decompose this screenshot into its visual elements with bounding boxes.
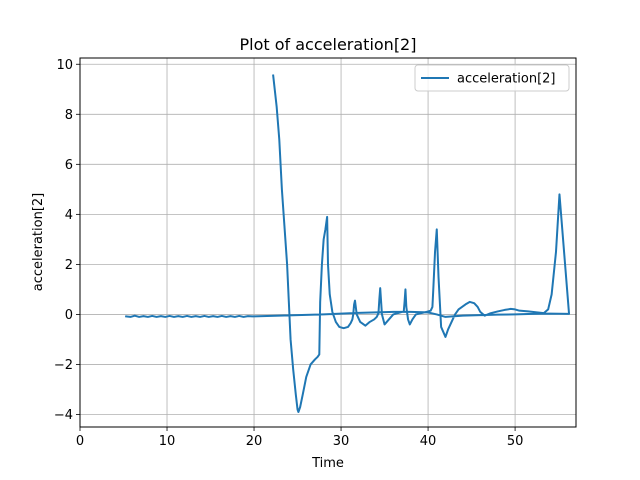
y-tick-label: −2: [54, 358, 73, 373]
grid: [79, 58, 576, 427]
plot-frame: [79, 57, 577, 428]
y-tick-label: 2: [65, 258, 73, 273]
x-tick-label: 30: [333, 434, 350, 449]
legend-box: [414, 64, 570, 92]
legend-label: acceleration[2]: [457, 72, 556, 87]
x-tick-label: 40: [420, 434, 437, 449]
y-tick-label: 10: [56, 58, 73, 73]
x-axis-label: Time: [311, 456, 344, 471]
series-line: [125, 74, 571, 413]
y-axis-label: acceleration[2]: [31, 193, 46, 292]
y-tick-label: 4: [65, 208, 73, 223]
y-axis: −4 −2 0 2 4 6 8 10: [54, 58, 80, 423]
x-tick-label: 0: [76, 434, 84, 449]
y-tick-label: 8: [65, 108, 73, 123]
x-tick-label: 20: [246, 434, 263, 449]
y-tick-label: 6: [65, 158, 73, 173]
y-tick-label: 0: [65, 308, 73, 323]
chart-title: Plot of acceleration[2]: [240, 35, 417, 54]
x-tick-label: 50: [507, 434, 524, 449]
x-axis: 0 10 20 30 40 50: [76, 427, 524, 449]
y-tick-label: −4: [54, 408, 73, 423]
x-tick-label: 10: [159, 434, 176, 449]
series-layer: [125, 74, 571, 413]
legend: acceleration[2]: [414, 64, 570, 92]
